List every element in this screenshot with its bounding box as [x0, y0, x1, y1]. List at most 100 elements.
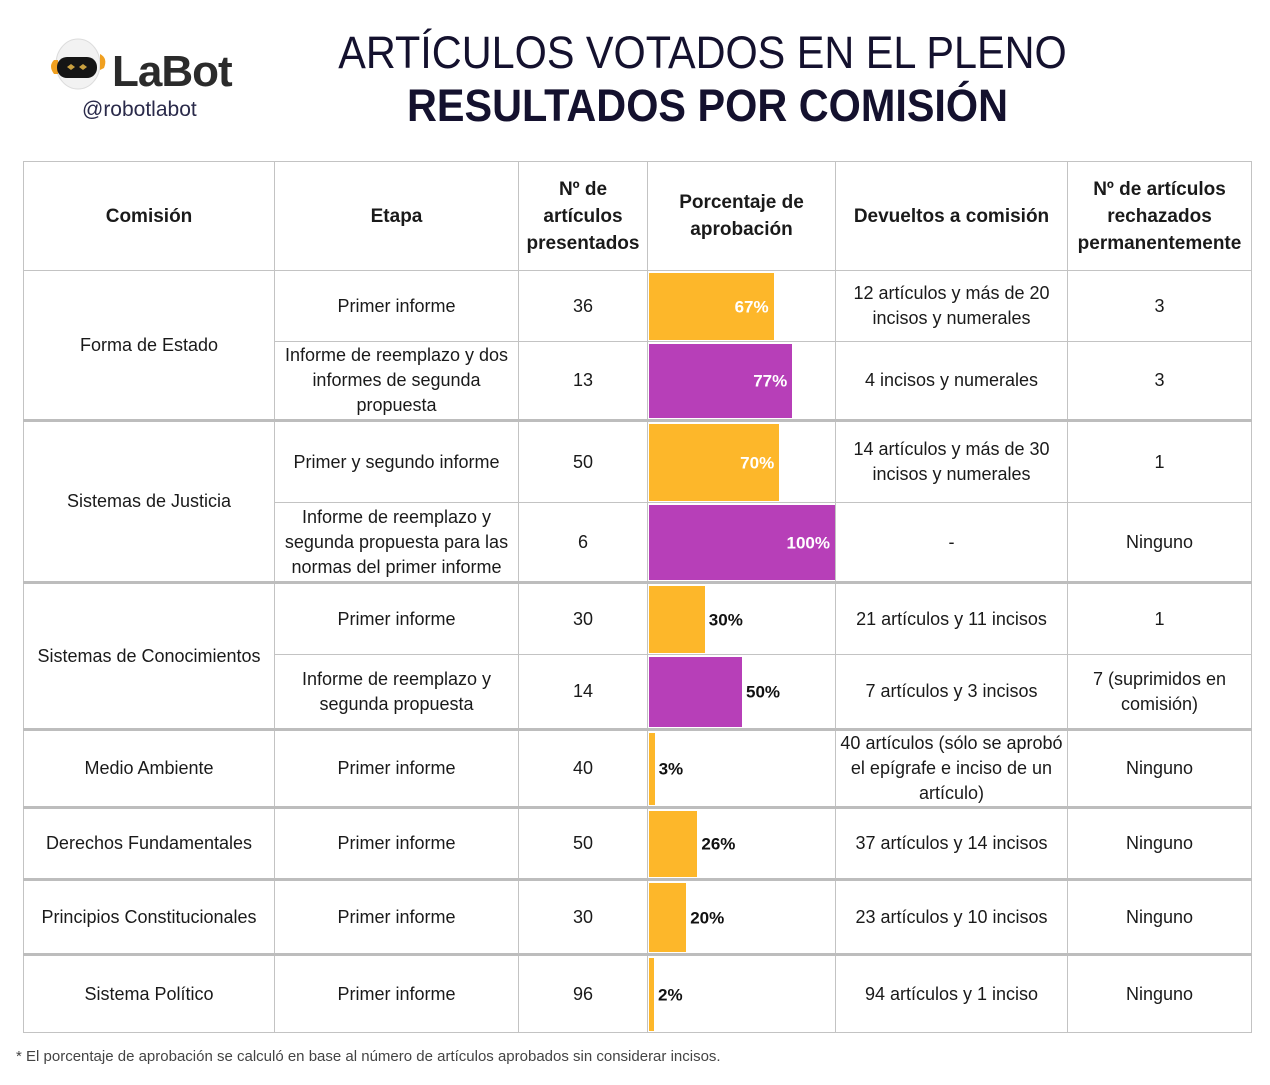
column-header-presentados: Nº de artículos presentados [518, 161, 648, 271]
column-header-rechazados: Nº de artículos rechazados permanentemen… [1067, 161, 1252, 271]
devueltos-cell: 4 incisos y numerales [835, 341, 1068, 422]
etapa-cell: Primer informe [274, 270, 519, 342]
rechazados-cell: Ninguno [1067, 502, 1252, 584]
approval-label: 50% [746, 682, 781, 702]
presentados-cell: 14 [518, 654, 648, 731]
etapa-cell: Primer y segundo informe [274, 420, 519, 503]
table-row: Informe de reemplazo y segunda propuesta… [24, 502, 1252, 584]
approval-label: 3% [658, 759, 684, 779]
etapa-cell: Primer informe [274, 729, 519, 809]
approval-label: 100% [786, 533, 830, 552]
aprobacion-cell: 3% [647, 729, 836, 809]
presentados-cell: 50 [518, 807, 648, 881]
rechazados-cell: 1 [1067, 582, 1252, 655]
approval-label: 20% [690, 908, 725, 927]
aprobacion-cell: 70% [647, 420, 836, 503]
devueltos-cell: 14 artículos y más de 30 incisos y numer… [835, 420, 1068, 503]
column-header-devueltos: Devueltos a comisión [835, 161, 1068, 271]
aprobacion-cell: 77% [647, 341, 836, 422]
approval-label: 2% [658, 985, 683, 1004]
table-row: Informe de reemplazo y segunda propuesta… [24, 654, 1252, 731]
aprobacion-cell: 67% [647, 270, 836, 342]
aprobacion-cell: 50% [647, 654, 836, 731]
approval-bar [649, 958, 654, 1031]
column-header-etapa: Etapa [274, 161, 519, 271]
presentados-cell: 30 [518, 582, 648, 655]
presentados-cell: 13 [518, 341, 648, 422]
approval-bar [649, 811, 698, 877]
table-row: Informe de reemplazo y dos informes de s… [24, 341, 1252, 422]
column-header-comision: Comisión [23, 161, 275, 271]
presentados-cell: 50 [518, 420, 648, 503]
comision-cell: Forma de Estado [23, 270, 275, 422]
devueltos-cell: 94 artículos y 1 inciso [835, 954, 1068, 1033]
comision-cell: Sistema Político [23, 954, 275, 1033]
presentados-cell: 36 [518, 270, 648, 342]
results-table: Comisión Etapa Nº de artículos presentad… [23, 161, 1252, 1033]
devueltos-cell: 7 artículos y 3 incisos [835, 654, 1068, 731]
rechazados-cell: Ninguno [1067, 954, 1252, 1033]
rechazados-cell: 3 [1067, 270, 1252, 342]
labot-logo: LaBot @robotlabot [44, 34, 244, 129]
approval-label: 77% [753, 371, 788, 391]
approval-bar [649, 505, 835, 580]
footnote: * El porcentaje de aprobación se calculó… [16, 1048, 721, 1065]
etapa-cell: Primer informe [274, 954, 519, 1033]
approval-bar [649, 273, 774, 340]
rechazados-cell: 7 (suprimidos en comisión) [1067, 654, 1252, 731]
approval-bar [649, 344, 793, 418]
etapa-cell: Informe de reemplazo y segunda propuesta… [274, 502, 519, 584]
aprobacion-cell: 26% [647, 807, 836, 881]
comision-cell: Derechos Fundamentales [23, 807, 275, 881]
presentados-cell: 6 [518, 502, 648, 584]
approval-bar [649, 883, 687, 952]
rechazados-cell: Ninguno [1067, 729, 1252, 809]
approval-label: 26% [701, 834, 736, 854]
comision-cell: Sistemas de Conocimientos [23, 582, 275, 731]
rechazados-cell: Ninguno [1067, 879, 1252, 956]
aprobacion-cell: 20% [647, 879, 836, 956]
page-subtitle: RESULTADOS POR COMISIÓN [406, 80, 1009, 131]
rechazados-cell: 3 [1067, 341, 1252, 422]
presentados-cell: 40 [518, 729, 648, 809]
table-row: Sistema Político Primer informe 96 2% 94… [23, 954, 1252, 1033]
logo-name: LaBot [112, 47, 233, 96]
devueltos-cell: - [835, 502, 1068, 584]
approval-bar [649, 424, 780, 501]
table-header-row: Comisión Etapa Nº de artículos presentad… [23, 161, 1252, 271]
devueltos-cell: 12 artículos y más de 20 incisos y numer… [835, 270, 1068, 342]
etapa-cell: Primer informe [274, 582, 519, 655]
rechazados-cell: Ninguno [1067, 807, 1252, 881]
presentados-cell: 96 [518, 954, 648, 1033]
table-row: Forma de Estado Primer informe 36 67% 12… [23, 270, 1252, 422]
rechazados-cell: 1 [1067, 420, 1252, 503]
approval-label: 70% [740, 453, 775, 472]
table-row: Derechos Fundamentales Primer informe 50… [23, 807, 1252, 881]
table-row: Sistemas de Justicia Primer y segundo in… [23, 420, 1252, 584]
devueltos-cell: 40 artículos (sólo se aprobó el epígrafe… [835, 729, 1068, 809]
etapa-cell: Informe de reemplazo y segunda propuesta [274, 654, 519, 731]
approval-bar [649, 657, 742, 727]
table-row: Principios Constitucionales Primer infor… [23, 879, 1252, 956]
comision-cell: Medio Ambiente [23, 729, 275, 809]
aprobacion-cell: 2% [647, 954, 836, 1033]
logo-handle: @robotlabot [82, 98, 197, 121]
table-row: Medio Ambiente Primer informe 40 3% 40 a… [23, 729, 1252, 809]
comision-cell: Sistemas de Justicia [23, 420, 275, 584]
aprobacion-cell: 100% [647, 502, 836, 584]
devueltos-cell: 37 artículos y 14 incisos [835, 807, 1068, 881]
table-row: Sistemas de Conocimientos Primer informe… [23, 582, 1252, 731]
approval-label: 30% [708, 610, 743, 629]
aprobacion-cell: 30% [647, 582, 836, 655]
approval-bar [649, 586, 705, 653]
column-header-aprobacion: Porcentaje de aprobación [647, 161, 836, 271]
approval-label: 67% [734, 297, 769, 316]
comision-cell: Principios Constitucionales [23, 879, 275, 956]
etapa-cell: Primer informe [274, 807, 519, 881]
page-title: ARTÍCULOS VOTADOS EN EL PLENO [338, 27, 1067, 78]
etapa-cell: Informe de reemplazo y dos informes de s… [274, 341, 519, 422]
robot-head-icon [51, 38, 106, 90]
presentados-cell: 30 [518, 879, 648, 956]
approval-bar [649, 733, 655, 805]
devueltos-cell: 23 artículos y 10 incisos [835, 879, 1068, 956]
